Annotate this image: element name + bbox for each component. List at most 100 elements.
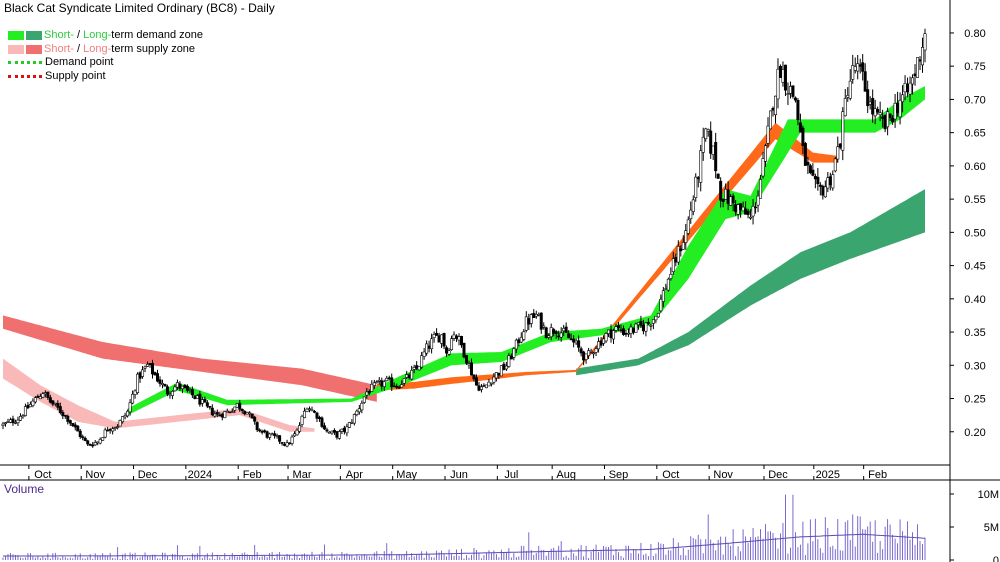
price-bar-body bbox=[661, 290, 665, 302]
legend-demand-short: Short- bbox=[44, 29, 74, 41]
price-bar-body bbox=[821, 185, 825, 196]
price-bar-body bbox=[734, 204, 738, 212]
price-bar-body bbox=[736, 204, 740, 215]
price-bar-body bbox=[126, 410, 130, 417]
price-bar-body bbox=[539, 312, 543, 330]
price-bar-body bbox=[769, 110, 773, 130]
price-bar-body bbox=[624, 332, 628, 335]
price-bar-body bbox=[23, 406, 27, 416]
time-tick-label: Mar bbox=[293, 469, 312, 481]
legend-supply-sep: / bbox=[73, 42, 84, 55]
price-bar-body bbox=[477, 385, 481, 391]
price-tick-label: 0.25 bbox=[964, 394, 985, 406]
price-bar-body bbox=[848, 80, 852, 99]
time-tick-label: Aug bbox=[556, 469, 576, 481]
price-bar-body bbox=[619, 329, 623, 332]
price-bar-body bbox=[93, 442, 97, 446]
price-bar-body bbox=[322, 425, 326, 430]
price-bar-body bbox=[801, 127, 805, 146]
price-bar-body bbox=[407, 374, 411, 378]
price-bar-body bbox=[806, 161, 810, 166]
price-bar-body bbox=[479, 386, 483, 390]
price-bar-body bbox=[841, 111, 845, 151]
price-tick-label: 0.70 bbox=[964, 94, 985, 106]
price-bar-body bbox=[913, 73, 917, 77]
price-bar-body bbox=[372, 382, 376, 386]
price-bar-body bbox=[417, 365, 421, 371]
price-bar-body bbox=[435, 332, 439, 336]
price-bar-body bbox=[701, 136, 705, 153]
price-bar-body bbox=[198, 393, 202, 405]
price-bar-body bbox=[250, 413, 254, 419]
long-supply-swatch bbox=[26, 44, 42, 54]
price-bar-body bbox=[178, 383, 182, 389]
price-bar-body bbox=[460, 336, 464, 346]
price-bar-body bbox=[609, 329, 613, 339]
price-bar-body bbox=[881, 116, 885, 119]
price-bar-body bbox=[452, 334, 456, 339]
price-bar-body bbox=[337, 431, 341, 439]
price-bar-body bbox=[891, 117, 895, 123]
price-bar-body bbox=[836, 146, 840, 160]
price-bar-body bbox=[901, 94, 905, 103]
price-bar-body bbox=[916, 57, 920, 78]
price-tick-label: 0.40 bbox=[964, 294, 985, 306]
price-bar-body bbox=[527, 318, 531, 325]
price-bar-body bbox=[589, 350, 593, 353]
price-bar-body bbox=[96, 441, 100, 444]
price-bar-body bbox=[828, 176, 832, 186]
price-bar-body bbox=[220, 413, 224, 418]
price-bar-body bbox=[260, 431, 264, 433]
long-demand-swatch bbox=[26, 31, 42, 41]
price-bar-body bbox=[258, 429, 262, 432]
price-bar-body bbox=[714, 142, 718, 172]
price-bar-body bbox=[818, 184, 822, 187]
price-bar-body bbox=[310, 409, 314, 412]
price-bar-body bbox=[160, 383, 164, 385]
price-bar-body bbox=[719, 180, 723, 201]
price-bar-body bbox=[397, 386, 401, 389]
price-bar-body bbox=[8, 419, 12, 423]
price-bar-body bbox=[180, 385, 184, 390]
price-bar-body bbox=[131, 393, 135, 404]
price-bar-body bbox=[474, 377, 478, 386]
time-tick-label: Feb bbox=[868, 469, 887, 481]
price-bar-body bbox=[694, 176, 698, 198]
price-bar-body bbox=[151, 363, 155, 375]
price-bar-body bbox=[315, 412, 319, 419]
price-bar-body bbox=[193, 395, 197, 399]
time-tick-label: 2024 bbox=[188, 469, 212, 481]
time-tick-label: Jun bbox=[450, 469, 468, 481]
price-bar-body bbox=[597, 341, 601, 350]
price-bar-body bbox=[838, 143, 842, 148]
price-bar-body bbox=[494, 372, 498, 379]
price-bar-body bbox=[138, 372, 142, 379]
price-bar-body bbox=[362, 396, 366, 403]
price-tick-label: 0.75 bbox=[964, 61, 985, 73]
price-bar-body bbox=[153, 372, 157, 376]
price-tick-label: 0.35 bbox=[964, 327, 985, 339]
price-bar-body bbox=[11, 418, 15, 424]
price-bar-body bbox=[203, 398, 207, 403]
price-bar-body bbox=[631, 327, 635, 333]
price-bar-body bbox=[612, 330, 616, 340]
price-bar-body bbox=[684, 230, 688, 243]
price-bar-body bbox=[143, 366, 147, 369]
price-bar-body bbox=[370, 383, 374, 392]
price-bar-body bbox=[457, 336, 461, 341]
short-supply-swatch bbox=[8, 44, 24, 54]
short-term-demand-zone bbox=[127, 86, 926, 416]
price-bar-body bbox=[686, 219, 690, 234]
price-bar-body bbox=[666, 278, 670, 291]
price-bar-body bbox=[876, 108, 880, 113]
price-bar-body bbox=[300, 415, 304, 425]
short-term-supply-band bbox=[376, 122, 838, 391]
price-bar-body bbox=[48, 397, 52, 403]
price-bar-body bbox=[280, 442, 284, 444]
price-bar-body bbox=[664, 288, 668, 290]
price-bar-body bbox=[537, 314, 541, 316]
price-bar-body bbox=[756, 195, 760, 206]
price-bar-body bbox=[430, 338, 434, 350]
long-term-supply-zone bbox=[3, 315, 377, 402]
price-bar-body bbox=[352, 414, 356, 424]
